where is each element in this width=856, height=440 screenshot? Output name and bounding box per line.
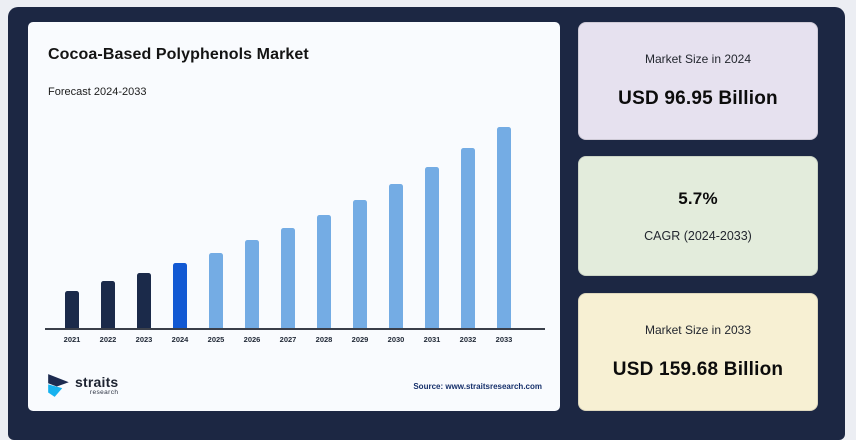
logo-subtitle: research <box>89 389 119 397</box>
x-tick-label-2029: 2029 <box>351 335 369 344</box>
bar-2032 <box>461 148 475 328</box>
x-tick-label-2023: 2023 <box>135 335 153 344</box>
x-tick-label-2026: 2026 <box>243 335 261 344</box>
chart-card: Cocoa-Based Polyphenols Market Forecast … <box>28 22 560 411</box>
bar-2033 <box>497 127 511 328</box>
stat-card-market-size-2024: Market Size in 2024 USD 96.95 Billion <box>578 22 818 140</box>
x-tick-label-2033: 2033 <box>495 335 513 344</box>
bar-2021 <box>65 291 79 328</box>
bar-2027 <box>281 228 295 328</box>
bar-2022 <box>101 281 115 328</box>
bar-chart-plot: 2021 2022 2023 2024 2025 2026 2027 2028 2029 2030… <box>28 22 560 411</box>
x-tick-label-2024: 2024 <box>171 335 189 344</box>
stat-label: Market Size in 2033 <box>644 323 752 337</box>
bar-2024 <box>173 263 187 328</box>
stat-value: USD 96.95 Billion <box>618 88 778 109</box>
bar-2030 <box>389 184 403 328</box>
x-tick-label-2028: 2028 <box>315 335 333 344</box>
chart-subtitle: Forecast 2024-2033 <box>48 86 147 98</box>
straits-research-logo: straits research <box>46 373 118 399</box>
x-tick-label-2022: 2022 <box>99 335 117 344</box>
x-tick-label-2031: 2031 <box>423 335 441 344</box>
source-note: Source: www.straitsresearch.com <box>413 382 542 391</box>
bar-2023 <box>137 273 151 328</box>
stat-card-market-size-2033: Market Size in 2033 USD 159.68 Billion <box>578 293 818 411</box>
bar-2028 <box>317 215 331 328</box>
x-tick-label-2027: 2027 <box>279 335 297 344</box>
bar-2031 <box>425 167 439 328</box>
chart-card-footer: straits research Source: www.straitsrese… <box>28 363 560 411</box>
stat-label: Market Size in 2024 <box>644 52 752 66</box>
logo-name: straits <box>75 374 119 391</box>
x-tick-label-2021: 2021 <box>63 335 81 344</box>
stat-label: CAGR (2024-2033) <box>644 229 752 243</box>
x-tick-label-2032: 2032 <box>459 335 477 344</box>
straits-chevron-logo-icon <box>48 374 69 397</box>
x-tick-label-2025: 2025 <box>207 335 225 344</box>
logo-text: straits research <box>75 375 118 397</box>
bar-2026 <box>245 240 259 328</box>
stat-value: 5.7% <box>678 189 718 208</box>
x-axis-line <box>45 328 545 330</box>
chart-title: Cocoa-Based Polyphenols Market <box>48 46 309 63</box>
stat-value: USD 159.68 Billion <box>612 359 784 380</box>
bar-2029 <box>353 200 367 328</box>
x-tick-label-2030: 2030 <box>387 335 405 344</box>
bar-2025 <box>209 253 223 328</box>
stat-card-cagr: 5.7% CAGR (2024-2033) <box>578 156 818 276</box>
